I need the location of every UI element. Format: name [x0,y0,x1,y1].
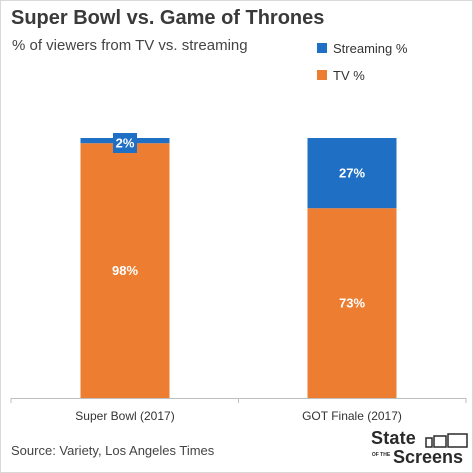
legend-label-tv: TV % [333,67,365,83]
bar-tv-1 [307,208,397,398]
chart-subtitle: % of viewers from TV vs. streaming [12,37,248,54]
screens-icon [425,433,468,448]
chart-title: Super Bowl vs. Game of Thrones [11,7,325,29]
data-label-tv-1: 73% [339,296,365,311]
bar-tv-0 [80,143,170,398]
data-label-streaming-0: 2% [116,136,135,151]
legend-label-streaming: Streaming % [333,40,408,56]
data-label-box [113,133,137,153]
legend-swatch-streaming [317,43,327,53]
logo-of-the-text: OF THE [371,452,391,458]
x-tick-label-0: Super Bowl (2017) [75,409,174,423]
logo-state-text: State [371,428,417,448]
legend-swatch-tv [317,70,327,80]
chart-legend: Streaming % TV % [317,39,407,93]
legend-item-streaming: Streaming % [317,39,407,57]
data-label-tv-0: 98% [112,263,138,278]
bar-streaming-1 [307,138,397,209]
logo-screens-text: Screens [393,447,464,467]
legend-item-tv: TV % [317,66,407,84]
source-note: Source: Variety, Los Angeles Times [11,443,215,458]
x-tick-label-1: GOT Finale (2017) [302,409,402,423]
data-label-streaming-1: 27% [339,166,365,181]
state-of-the-screens-logo: State OF THE Screens [371,429,471,471]
